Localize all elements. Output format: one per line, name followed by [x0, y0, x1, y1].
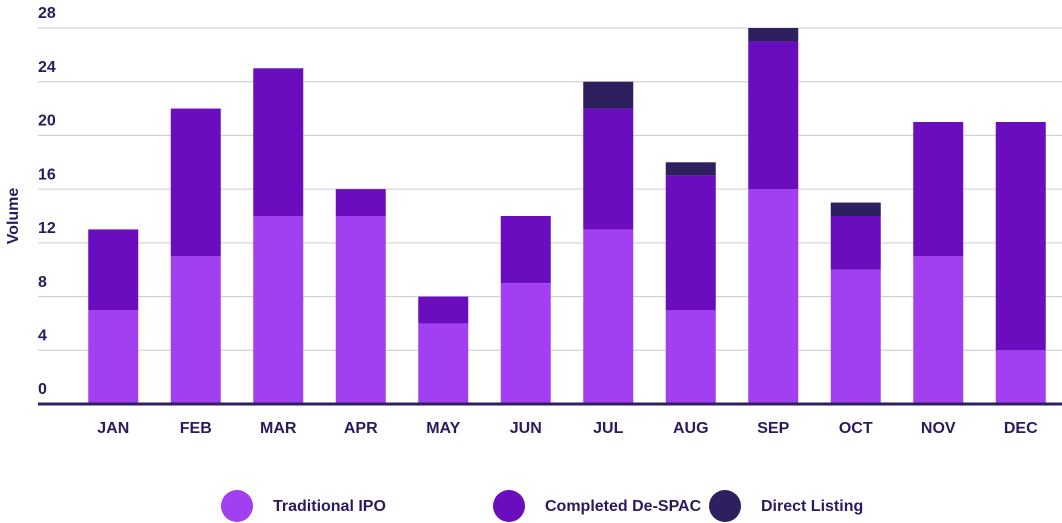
x-tick-label: FEB — [180, 420, 212, 437]
bar-segment — [830, 269, 881, 404]
bar-segment — [665, 162, 716, 176]
x-tick-label: AUG — [673, 420, 709, 437]
bar-segment — [665, 310, 716, 404]
bar-segment — [418, 296, 469, 324]
x-tick-label: MAR — [260, 420, 297, 437]
bar-segment — [88, 229, 139, 310]
x-tick-label: DEC — [1004, 420, 1038, 437]
x-tick-label: JUL — [593, 420, 623, 437]
bar-segment — [583, 108, 634, 230]
bar-segment — [665, 175, 716, 310]
x-tick-label: NOV — [921, 420, 956, 437]
legend-label: Traditional IPO — [273, 498, 386, 515]
bar-segment — [748, 41, 799, 190]
legend-label: Direct Listing — [761, 498, 863, 515]
bar-segment — [253, 68, 304, 217]
x-tick-label: JAN — [97, 420, 129, 437]
bar-segment — [583, 229, 634, 404]
legend-swatch — [493, 490, 525, 522]
bar-segment — [335, 216, 386, 404]
legend-swatch — [709, 490, 741, 522]
bar-segment — [830, 202, 881, 216]
legend-label: Completed De-SPAC — [545, 498, 702, 515]
bar-segment — [500, 216, 551, 284]
bar-segment — [748, 28, 799, 42]
bar-segment — [170, 108, 221, 257]
bar-segment — [88, 310, 139, 404]
y-tick-label: 20 — [38, 113, 56, 130]
x-tick-label: MAY — [426, 420, 460, 437]
y-axis-label: Volume — [5, 188, 22, 245]
bar-segment — [253, 216, 304, 404]
y-tick-label: 8 — [38, 274, 47, 291]
y-tick-label: 0 — [38, 381, 47, 398]
y-tick-label: 16 — [38, 166, 56, 183]
y-tick-label: 24 — [38, 59, 56, 76]
x-tick-label: JUN — [510, 420, 542, 437]
bar-segment — [913, 122, 964, 257]
bar-segment — [995, 350, 1046, 404]
bar-segment — [418, 323, 469, 404]
bar-segment — [995, 122, 1046, 351]
bar-segment — [335, 189, 386, 216]
x-tick-label: SEP — [757, 420, 789, 437]
x-tick-label: OCT — [839, 420, 873, 437]
bar-segment — [583, 81, 634, 109]
bar-segment — [830, 216, 881, 270]
legend-swatch — [221, 490, 253, 522]
bar-segment — [748, 189, 799, 404]
bar-segment — [913, 256, 964, 404]
bar-segment — [500, 283, 551, 404]
bar-segment — [170, 256, 221, 404]
y-tick-label: 28 — [38, 5, 56, 22]
x-tick-label: APR — [344, 420, 378, 437]
y-tick-label: 12 — [38, 220, 56, 237]
y-tick-label: 4 — [38, 328, 47, 345]
